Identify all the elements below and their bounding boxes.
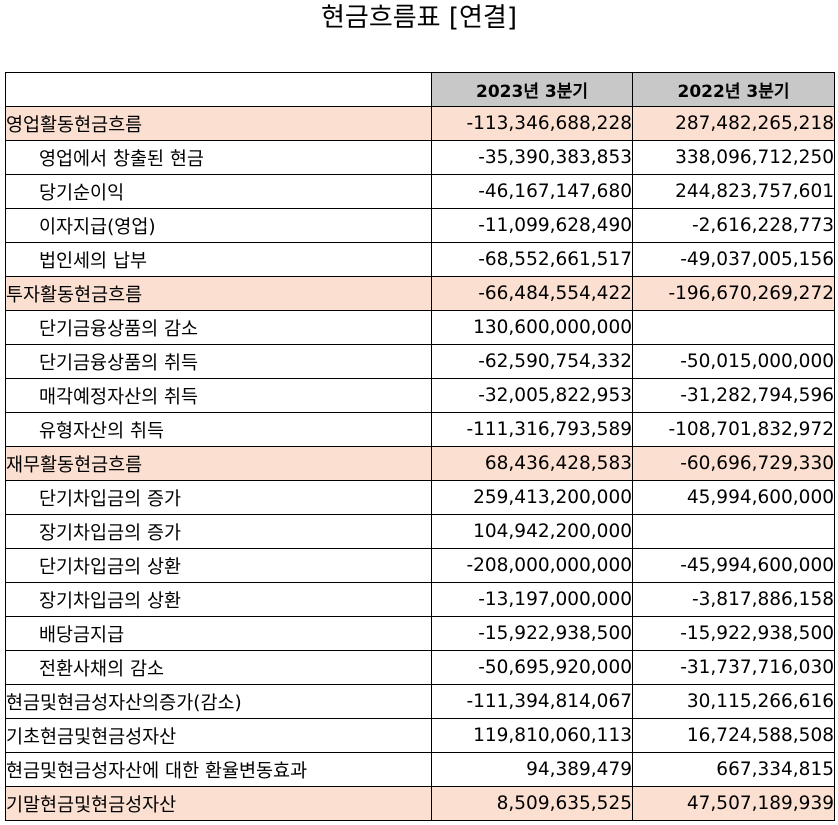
- value-2022q3: [632, 514, 835, 549]
- value-2023q3: 8,509,635,525: [431, 786, 633, 821]
- row-label: 현금및현금성자산에 대한 환율변동효과: [5, 752, 432, 787]
- value-2023q3: -68,552,661,517: [431, 242, 633, 277]
- value-2022q3: -108,701,832,972: [632, 412, 835, 447]
- value-2023q3: 130,600,000,000: [431, 310, 633, 345]
- table-row: 기말현금및현금성자산 8,509,635,525 47,507,189,939: [5, 786, 835, 821]
- table-row: 당기순이익 -46,167,147,680 244,823,757,601: [5, 174, 835, 209]
- value-2022q3: -50,015,000,000: [632, 344, 835, 379]
- table-row: 단기차입금의 증가 259,413,200,000 45,994,600,000: [5, 480, 835, 515]
- table-row: 유형자산의 취득 -111,316,793,589 -108,701,832,972: [5, 412, 835, 447]
- row-label: 기말현금및현금성자산: [5, 786, 432, 821]
- table-row: 단기금융상품의 취득 -62,590,754,332 -50,015,000,000: [5, 344, 835, 379]
- value-2022q3: 338,096,712,250: [632, 140, 835, 175]
- value-2022q3: 667,334,815: [632, 752, 835, 787]
- row-label: 단기금융상품의 취득: [5, 344, 432, 379]
- row-label: 기초현금및현금성자산: [5, 718, 432, 753]
- table-row: 기초현금및현금성자산 119,810,060,113 16,724,588,508: [5, 718, 835, 753]
- table-row: 단기금융상품의 감소 130,600,000,000: [5, 310, 835, 345]
- table-row: 법인세의 납부 -68,552,661,517 -49,037,005,156: [5, 242, 835, 277]
- row-label: 투자활동현금흐름: [5, 276, 432, 311]
- value-2022q3: -3,817,886,158: [632, 582, 835, 617]
- row-label: 배당금지급: [5, 616, 432, 651]
- value-2023q3: -35,390,383,853: [431, 140, 633, 175]
- value-2023q3: -46,167,147,680: [431, 174, 633, 209]
- column-header-2023q3: 2023년 3분기: [431, 72, 633, 107]
- value-2022q3: 287,482,265,218: [632, 106, 835, 141]
- row-label: 영업활동현금흐름: [5, 106, 432, 141]
- value-2022q3: -45,994,600,000: [632, 548, 835, 583]
- value-2022q3: 30,115,266,616: [632, 684, 835, 719]
- value-2023q3: 94,389,479: [431, 752, 633, 787]
- cash-flow-table: 2023년 3분기 2022년 3분기 영업활동현금흐름 -113,346,688…: [5, 72, 835, 821]
- row-label: 현금및현금성자산의증가(감소): [5, 684, 432, 719]
- row-label: 단기차입금의 상환: [5, 548, 432, 583]
- row-label: 매각예정자산의 취득: [5, 378, 432, 413]
- value-2022q3: -2,616,228,773: [632, 208, 835, 243]
- value-2022q3: -60,696,729,330: [632, 446, 835, 481]
- value-2023q3: -111,316,793,589: [431, 412, 633, 447]
- row-label: 당기순이익: [5, 174, 432, 209]
- value-2023q3: -11,099,628,490: [431, 208, 633, 243]
- value-2022q3: -31,737,716,030: [632, 650, 835, 685]
- value-2023q3: -113,346,688,228: [431, 106, 633, 141]
- value-2023q3: -66,484,554,422: [431, 276, 633, 311]
- table-body: 영업활동현금흐름 -113,346,688,228 287,482,265,218 영…: [5, 106, 835, 821]
- table-header-row: 2023년 3분기 2022년 3분기: [5, 72, 835, 107]
- value-2023q3: -208,000,000,000: [431, 548, 633, 583]
- table-row: 현금및현금성자산의증가(감소) -111,394,814,067 30,115,26…: [5, 684, 835, 719]
- value-2023q3: -13,197,000,000: [431, 582, 633, 617]
- value-2023q3: 104,942,200,000: [431, 514, 633, 549]
- value-2022q3: 47,507,189,939: [632, 786, 835, 821]
- row-label: 유형자산의 취득: [5, 412, 432, 447]
- value-2023q3: -32,005,822,953: [431, 378, 633, 413]
- table-row: 재무활동현금흐름 68,436,428,583 -60,696,729,330: [5, 446, 835, 481]
- table-row: 전환사채의 감소 -50,695,920,000 -31,737,716,030: [5, 650, 835, 685]
- row-label: 단기차입금의 증가: [5, 480, 432, 515]
- value-2023q3: -15,922,938,500: [431, 616, 633, 651]
- table-row: 영업활동현금흐름 -113,346,688,228 287,482,265,218: [5, 106, 835, 141]
- value-2022q3: [632, 310, 835, 345]
- column-header-2022q3: 2022년 3분기: [632, 72, 835, 107]
- value-2023q3: 68,436,428,583: [431, 446, 633, 481]
- table-row: 이자지급(영업) -11,099,628,490 -2,616,228,773: [5, 208, 835, 243]
- table-row: 장기차입금의 증가 104,942,200,000: [5, 514, 835, 549]
- row-label: 장기차입금의 증가: [5, 514, 432, 549]
- row-label: 재무활동현금흐름: [5, 446, 432, 481]
- table-row: 영업에서 창출된 현금 -35,390,383,853 338,096,712,25…: [5, 140, 835, 175]
- value-2023q3: 119,810,060,113: [431, 718, 633, 753]
- header-blank-cell: [5, 72, 432, 107]
- value-2023q3: -62,590,754,332: [431, 344, 633, 379]
- table-row: 투자활동현금흐름 -66,484,554,422 -196,670,269,272: [5, 276, 835, 311]
- value-2022q3: 45,994,600,000: [632, 480, 835, 515]
- value-2022q3: 16,724,588,508: [632, 718, 835, 753]
- row-label: 전환사채의 감소: [5, 650, 432, 685]
- value-2023q3: -111,394,814,067: [431, 684, 633, 719]
- value-2022q3: -49,037,005,156: [632, 242, 835, 277]
- table-row: 배당금지급 -15,922,938,500 -15,922,938,500: [5, 616, 835, 651]
- value-2023q3: -50,695,920,000: [431, 650, 633, 685]
- value-2022q3: -31,282,794,596: [632, 378, 835, 413]
- table-row: 매각예정자산의 취득 -32,005,822,953 -31,282,794,596: [5, 378, 835, 413]
- row-label: 법인세의 납부: [5, 242, 432, 277]
- table-row: 단기차입금의 상환 -208,000,000,000 -45,994,600,000: [5, 548, 835, 583]
- row-label: 영업에서 창출된 현금: [5, 140, 432, 175]
- table-row: 장기차입금의 상환 -13,197,000,000 -3,817,886,158: [5, 582, 835, 617]
- row-label: 단기금융상품의 감소: [5, 310, 432, 345]
- row-label: 이자지급(영업): [5, 208, 432, 243]
- value-2022q3: -196,670,269,272: [632, 276, 835, 311]
- value-2022q3: 244,823,757,601: [632, 174, 835, 209]
- page-title: 현금흐름표 [연결]: [321, 3, 517, 33]
- row-label: 장기차입금의 상환: [5, 582, 432, 617]
- value-2023q3: 259,413,200,000: [431, 480, 633, 515]
- value-2022q3: -15,922,938,500: [632, 616, 835, 651]
- table-row: 현금및현금성자산에 대한 환율변동효과 94,389,479 667,334,815: [5, 752, 835, 787]
